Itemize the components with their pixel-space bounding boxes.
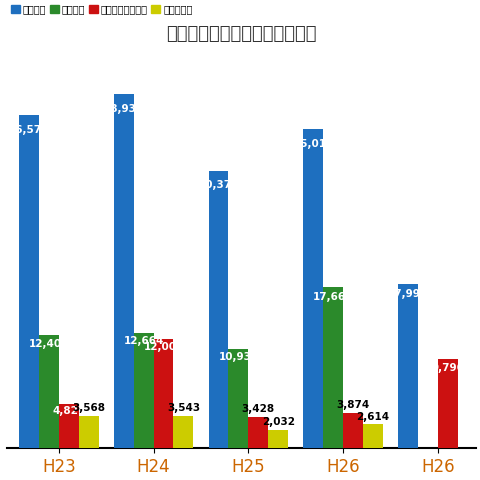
Bar xyxy=(268,430,288,448)
Bar xyxy=(343,413,363,448)
Bar xyxy=(79,416,98,448)
Text: 35,013: 35,013 xyxy=(293,139,334,149)
Text: 17,992: 17,992 xyxy=(388,289,428,299)
Bar xyxy=(154,339,173,448)
Bar xyxy=(209,171,228,448)
Bar xyxy=(114,94,134,448)
Title: 違法・有害情報該当件数の推移: 違法・有害情報該当件数の推移 xyxy=(166,25,316,43)
Bar xyxy=(173,416,193,448)
Text: 3,428: 3,428 xyxy=(242,404,275,414)
Text: 12,003: 12,003 xyxy=(144,342,184,352)
Text: 17,662: 17,662 xyxy=(313,292,353,302)
Bar xyxy=(398,284,418,448)
Text: 38,933: 38,933 xyxy=(104,104,144,114)
Bar xyxy=(39,335,59,448)
Text: 2,032: 2,032 xyxy=(262,417,295,427)
Text: 12,664: 12,664 xyxy=(123,336,164,346)
Text: 3,543: 3,543 xyxy=(167,403,200,413)
Text: 36,573: 36,573 xyxy=(9,125,49,135)
Text: 10,930: 10,930 xyxy=(218,351,259,361)
Text: 9,796: 9,796 xyxy=(432,363,464,373)
Bar xyxy=(248,417,268,448)
Bar xyxy=(303,129,323,448)
Bar xyxy=(323,287,343,448)
Bar xyxy=(19,115,39,448)
Text: 3,568: 3,568 xyxy=(72,403,105,413)
Bar xyxy=(134,333,154,448)
Bar xyxy=(438,359,458,448)
Bar xyxy=(59,404,79,448)
Text: 2,614: 2,614 xyxy=(357,411,390,421)
Text: 30,371: 30,371 xyxy=(198,180,239,190)
Bar xyxy=(363,424,383,448)
Bar xyxy=(228,348,248,448)
Legend: 違法情報, 有害情報, 違法情報（海外）, 有害情報（: 違法情報, 有害情報, 違法情報（海外）, 有害情報（ xyxy=(7,0,196,18)
Text: 12,404: 12,404 xyxy=(29,338,69,348)
Text: 4,827: 4,827 xyxy=(52,407,85,416)
Text: 3,874: 3,874 xyxy=(336,400,370,410)
